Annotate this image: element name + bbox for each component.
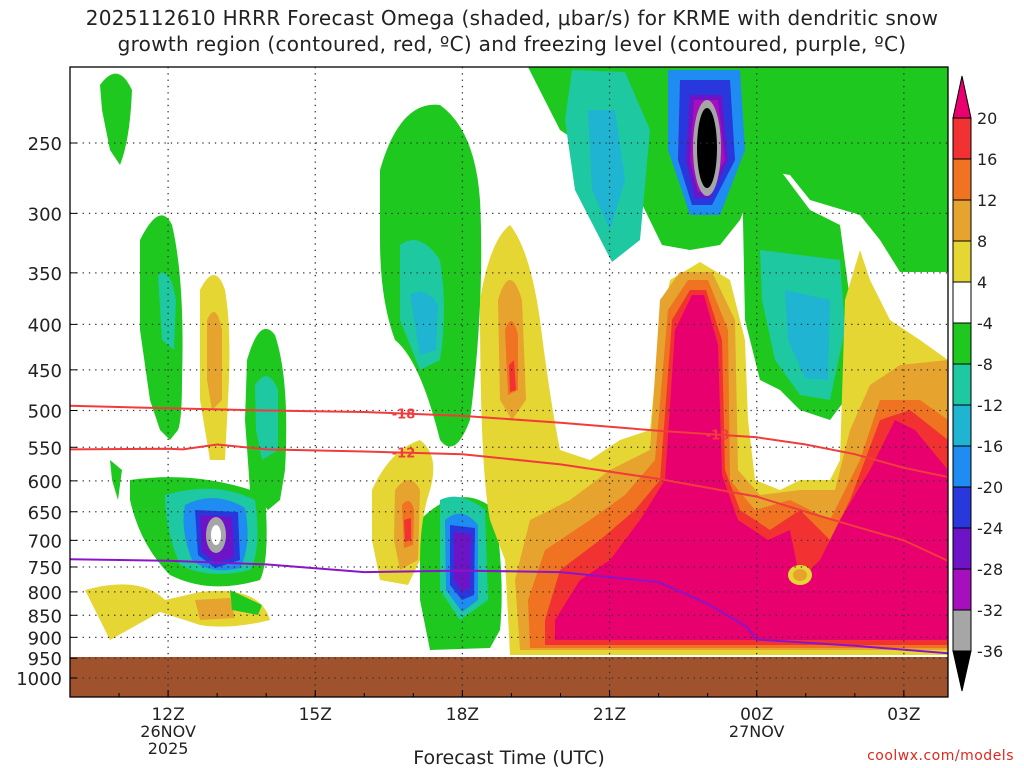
colorbar-swatch [952,527,972,570]
omega-region-teal [158,272,176,350]
y-tick-label: 800 [28,583,62,604]
colorbar-label: -32 [977,601,1003,620]
y-tick-label: 650 [28,503,62,524]
colorbar-swatch [952,609,972,652]
omega-region-orange-light [195,598,235,620]
contour-label: -18 [392,408,416,423]
x-tick-label: 12Z [151,705,184,725]
colorbar-label: -24 [977,519,1003,538]
colorbar-label: -4 [977,314,993,333]
y-tick-label: 900 [28,628,62,649]
omega-region-orange-light [793,569,807,581]
omega-region-green [110,460,122,500]
source-watermark: coolwx.com/models [867,748,1014,764]
y-tick-label: 450 [28,361,62,382]
y-tick-label: 1000 [16,669,62,690]
y-tick-label: 750 [28,558,62,579]
y-tick-label: 300 [28,204,62,225]
colorbar-bottom-arrow [952,650,972,692]
omega-region-red [509,360,516,392]
omega-region-green [230,590,262,615]
omega-region-teal [255,376,278,460]
colorbar-label: -8 [977,355,993,374]
x-tick-label: 15Z [299,705,332,725]
colorbar-swatch [952,240,972,283]
colorbar-label: 4 [977,273,987,292]
chart-title-line-1: 2025112610 HRRR Forecast Omega (shaded, … [85,6,939,30]
colorbar-label: -28 [977,560,1003,579]
colorbar-swatch [952,117,972,160]
colorbar-label: 16 [977,150,997,169]
x-tick-date: 26NOV [140,722,196,741]
contour-label: -12 [392,447,416,462]
colorbar-swatch [952,445,972,488]
x-tick-date: 27NOV [729,722,785,741]
colorbar-legend: 20 16 12 8 4 -4 -8 -12 -16 -20 -24 -28 -32 -36 [952,75,1003,692]
contour-line-dgz_-12 [70,443,948,562]
omega-region-cyan [588,110,625,230]
plot-frame [69,66,949,698]
y-tick-label: 250 [28,134,62,155]
y-tick-label: 400 [28,315,62,336]
omega-region-red [404,518,411,542]
colorbar-swatch [952,404,972,447]
colorbar-swatch [952,363,972,406]
gridlines [70,67,948,697]
terrain-below-ground [70,657,948,697]
omega-region-black [697,108,717,188]
x-tick-label: 00Z [740,705,773,725]
x-axis-label: Forecast Time (UTC) [413,747,604,768]
y-axis: 2503003504004505005506006507007508008509… [16,134,77,690]
x-tick-year: 2025 [148,739,189,758]
colorbar-label: -20 [977,478,1003,497]
colorbar-swatch [952,486,972,529]
colorbar-label: -12 [977,396,1003,415]
colorbar-label: -16 [977,437,1003,456]
colorbar-label: -36 [977,642,1003,661]
colorbar-swatch [952,199,972,242]
y-tick-label: 700 [28,531,62,552]
omega-region-orange-light [207,312,222,410]
y-tick-label: 850 [28,606,62,627]
x-tick-label: 18Z [446,705,479,725]
y-tick-label: 500 [28,402,62,423]
contour-line-dgz_-18 [70,404,948,478]
omega-region-yellow [85,584,270,640]
x-tick-label: 03Z [887,705,920,725]
omega-region-green [100,73,132,165]
chart-title-line-2: growth region (contoured, red, ºC) and f… [117,32,907,56]
omega-region-violet [454,532,471,592]
contour-line-freezing_level [70,558,948,655]
omega-region-cyan [785,290,830,380]
y-tick-label: 600 [28,472,62,493]
y-tick-label: 550 [28,438,62,459]
omega-region-cyan [410,291,438,355]
contour-label: -18 [706,429,730,444]
omega-region-white [211,525,221,545]
x-tick-label: 21Z [593,705,626,725]
y-tick-label: 950 [28,649,62,670]
y-tick-label: 350 [28,264,62,285]
colorbar-label: 12 [977,191,997,210]
colorbar-top-arrow [952,75,972,119]
omega-region-magenta [555,295,948,640]
colorbar-swatch [952,568,972,611]
colorbar-swatch [952,322,972,365]
colorbar-label: 8 [977,232,987,251]
colorbar-swatch [952,158,972,201]
contours: -18 -18 -12 [70,404,948,655]
colorbar-label: 20 [977,109,997,128]
colorbar-swatch [952,281,972,324]
